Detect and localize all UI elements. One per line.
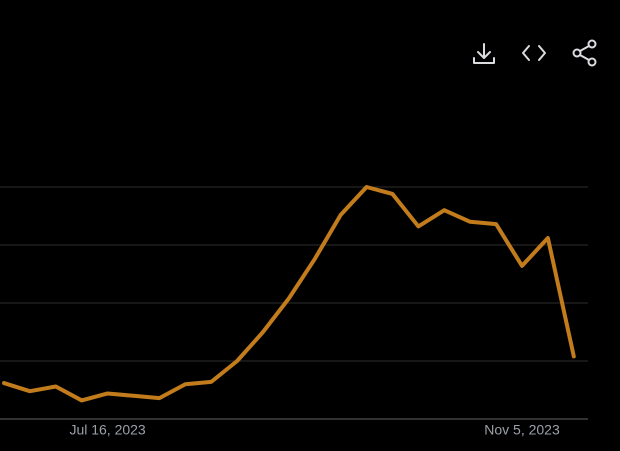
x-tick-label: Nov 5, 2023 bbox=[484, 422, 560, 438]
trend-line bbox=[2, 185, 576, 403]
toolbar bbox=[473, 39, 597, 67]
share-button[interactable] bbox=[572, 39, 597, 67]
embed-button[interactable] bbox=[522, 45, 546, 61]
x-tick-label: Jul 16, 2023 bbox=[69, 422, 145, 438]
download-button[interactable] bbox=[473, 43, 495, 64]
plot-area: Jul 16, 2023 Nov 5, 2023 bbox=[0, 185, 588, 438]
